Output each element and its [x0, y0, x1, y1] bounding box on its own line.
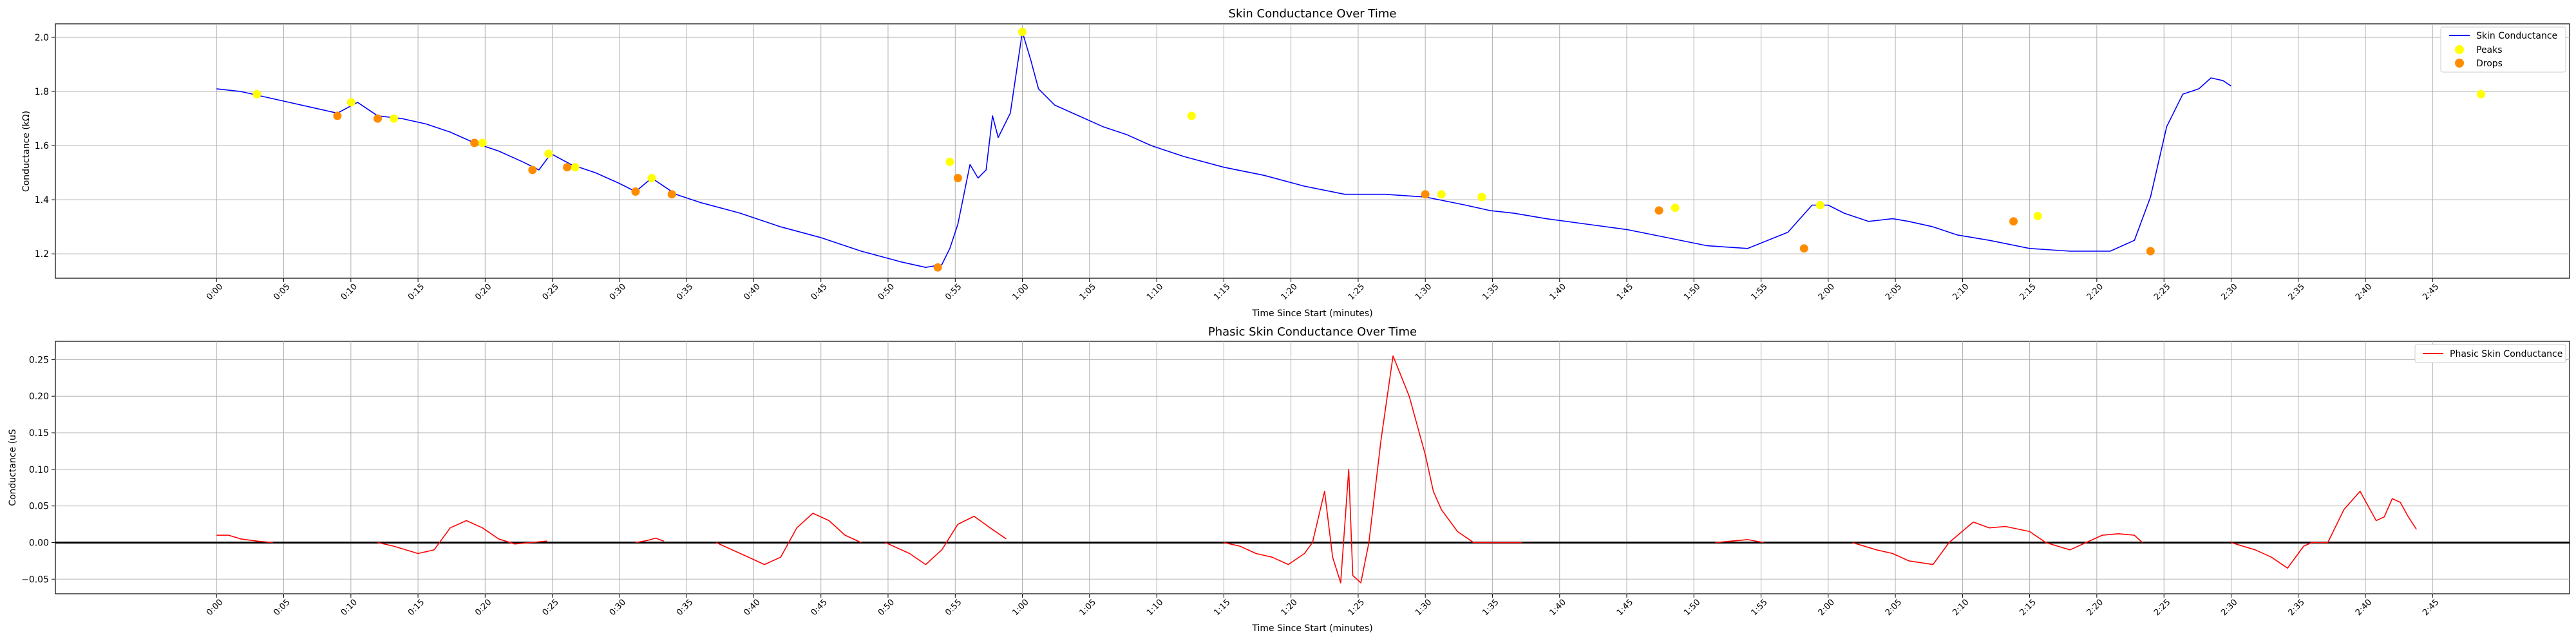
phasic-series-line-segment: [715, 513, 862, 565]
phasic-series-line-segment: [1852, 521, 2143, 565]
skin-conductance-y-ticks: 1.2 1.4 1.6 1.8 2.0: [35, 33, 55, 260]
peaks-marker: [1018, 28, 1027, 37]
skin-y-tick-label: 1.4: [35, 195, 49, 205]
drops-marker: [374, 114, 382, 123]
phasic-y-tick-label: 0.15: [29, 428, 49, 439]
skin-y-tick-label: 1.2: [35, 249, 49, 260]
peaks-marker: [647, 174, 656, 182]
legend-label-phasic: Phasic Skin Conductance: [2450, 349, 2562, 359]
legend-peaks-swatch: [2455, 45, 2464, 54]
phasic-series: [216, 355, 2417, 583]
drops-marker: [1799, 244, 1808, 253]
peaks-marker: [1187, 111, 1196, 120]
phasic-y-tick-label: 0.10: [29, 465, 49, 475]
skin-conductance-y-axis-label: Conductance (kΩ): [21, 111, 32, 192]
phasic-plot-area: [55, 341, 2570, 594]
phasic-series-line-segment: [216, 535, 273, 544]
peaks-marker: [1477, 193, 1486, 202]
peaks-marker: [346, 98, 355, 107]
skin-conductance-chart: 0:00 0:05 0:10 0:15 0:20 0:25 0:30 0:35 0:40 0:45…: [21, 7, 2570, 319]
drops-marker: [933, 263, 942, 272]
drops-marker: [2146, 247, 2155, 256]
phasic-series-line-segment: [2231, 491, 2417, 569]
phasic-y-tick-label: 0.20: [29, 392, 49, 402]
legend-box: [2440, 26, 2566, 73]
phasic-y-ticks: −0.05 0.00 0.05 0.10 0.15 0.20 0.25: [21, 355, 55, 585]
drops-marker: [470, 138, 479, 147]
drops-marker: [528, 166, 537, 175]
phasic-y-tick-label: 0.05: [29, 502, 49, 512]
drops-marker: [2009, 217, 2018, 226]
drops-marker: [667, 190, 676, 199]
skin-conductance-plot-area: [55, 23, 2570, 279]
peaks-marker: [945, 157, 954, 166]
phasic-y-axis-label: Conductance (uS: [8, 429, 18, 506]
phasic-series-line-segment: [885, 515, 1007, 565]
phasic-title: Phasic Skin Conductance Over Time: [1208, 325, 1417, 339]
skin-y-tick-label: 1.6: [35, 141, 49, 151]
peaks-marker: [1437, 190, 1446, 199]
legend-drops-swatch: [2455, 59, 2464, 68]
drops-marker: [953, 174, 962, 182]
drops-marker: [1654, 206, 1663, 215]
legend-label-peaks: Peaks: [2476, 45, 2503, 55]
drops-marker: [333, 111, 342, 120]
phasic-y-tick-label: 0.25: [29, 355, 49, 365]
skin-conductance-legend: Skin Conductance Peaks Drops: [2440, 26, 2566, 73]
phasic-series-line-segment: [635, 537, 664, 544]
drops-marker: [1421, 190, 1430, 199]
drops-marker: [563, 163, 572, 172]
skin-conductance-title: Skin Conductance Over Time: [1229, 7, 1397, 21]
peaks-marker: [2033, 211, 2042, 220]
peaks-marker: [390, 114, 398, 123]
phasic-y-tick-label: 0.00: [29, 538, 49, 548]
phasic-y-tick-label: −0.05: [21, 574, 49, 585]
legend-label-skin-conductance: Skin Conductance: [2476, 31, 2557, 41]
phasic-x-axis-label: Time Since Start (minutes): [1251, 623, 1372, 634]
peaks-marker: [1671, 204, 1680, 213]
phasic-series-line-segment: [1715, 539, 1764, 544]
peaks-marker: [2476, 90, 2485, 99]
phasic-legend-box: [2414, 344, 2566, 363]
peaks-marker: [1815, 201, 1824, 209]
skin-y-tick-label: 2.0: [35, 33, 49, 43]
peaks-marker: [252, 90, 261, 99]
skin-y-tick-label: 1.8: [35, 87, 49, 97]
legend-label-drops: Drops: [2476, 59, 2503, 69]
drops-marker: [631, 187, 640, 196]
skin-conductance-x-axis-label: Time Since Start (minutes): [1251, 308, 1372, 319]
peaks-marker: [544, 149, 553, 158]
phasic-series-line-segment: [377, 520, 547, 554]
phasic-skin-conductance-chart: 0:00 0:05 0:10 0:15 0:20 0:25 0:30 0:35 0:40 0:45…: [8, 325, 2570, 634]
skin-conductance-series: [216, 28, 2485, 272]
phasic-series-line-segment: [1224, 355, 1522, 583]
phasic-legend: Phasic Skin Conductance: [2414, 344, 2566, 363]
peaks-marker: [478, 138, 487, 147]
peaks-marker: [571, 163, 580, 172]
